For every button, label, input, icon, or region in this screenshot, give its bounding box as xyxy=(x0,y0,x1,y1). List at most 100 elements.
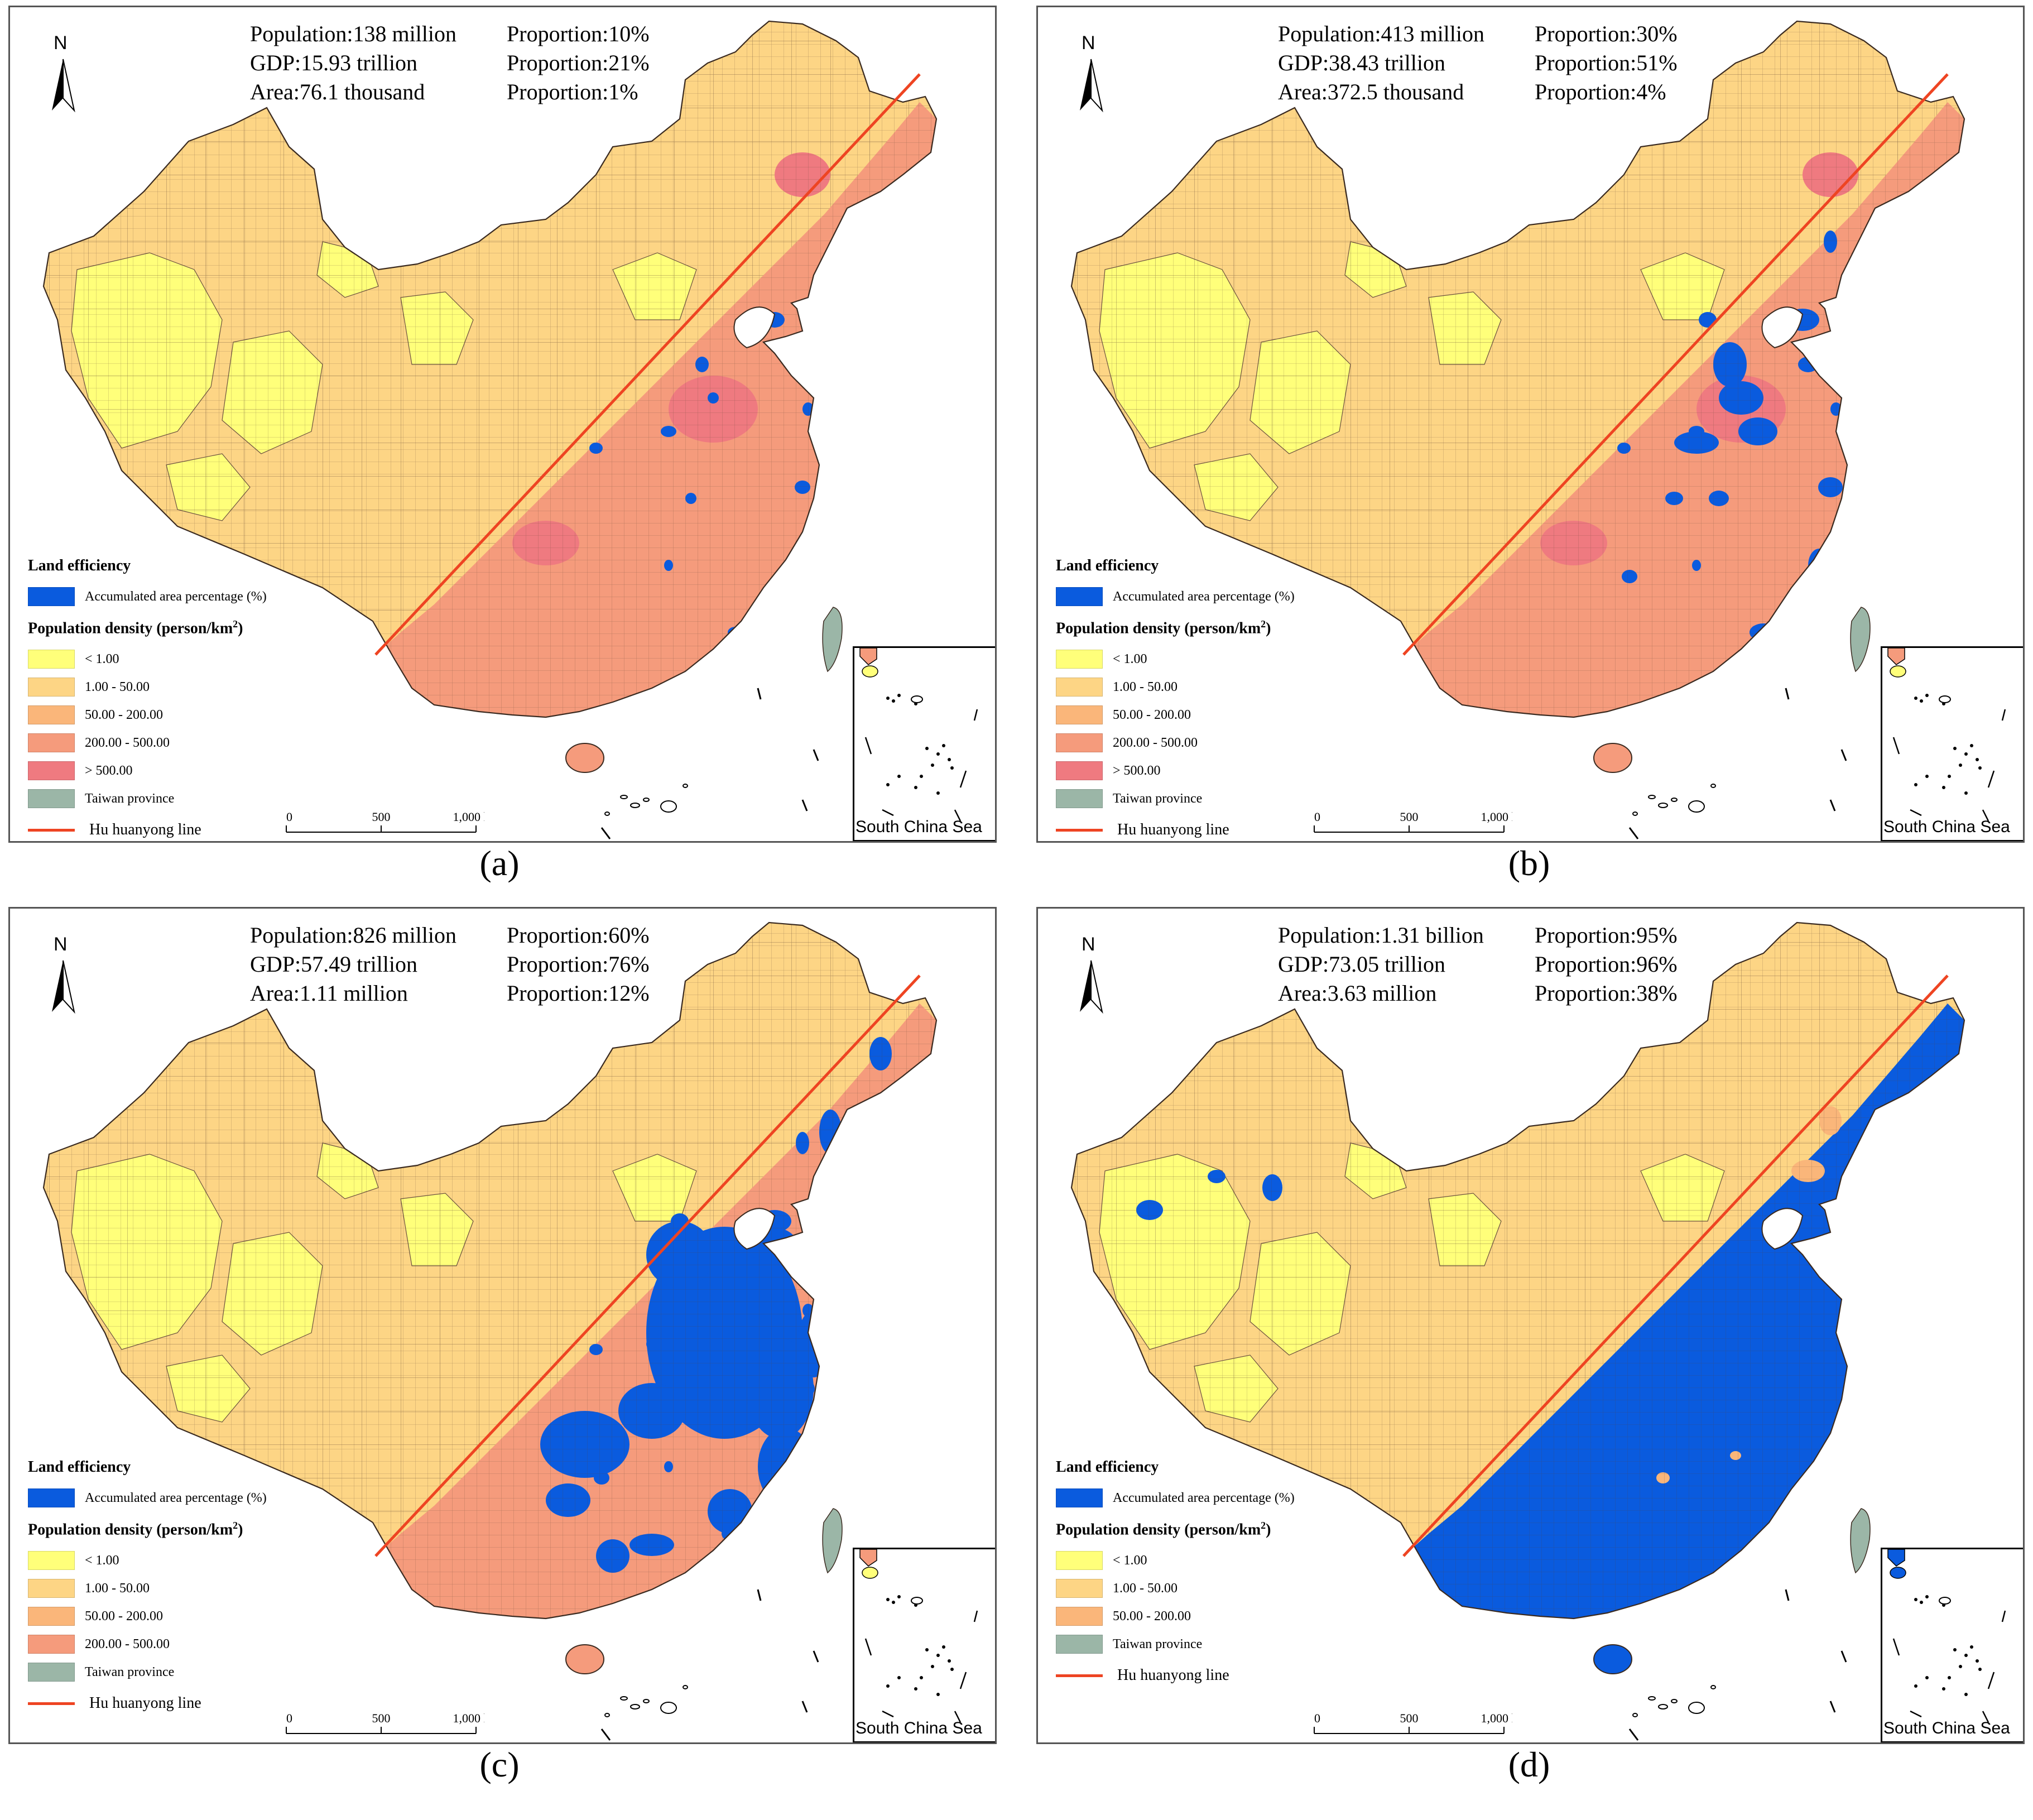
legend-swatch xyxy=(1056,1551,1103,1571)
legend: Land efficiency Accumulated area percenta… xyxy=(1056,1458,1391,1688)
island xyxy=(643,798,650,802)
north-label: N xyxy=(54,32,68,54)
country-outline xyxy=(1070,20,1965,718)
legend-line-swatch xyxy=(1056,1674,1103,1677)
island xyxy=(1658,1704,1668,1709)
south-china-sea-inset: South China Sea xyxy=(1881,646,2023,841)
hu-huanyong-line xyxy=(374,73,921,656)
stat-row: Population:138 million Proportion:10% xyxy=(250,20,752,49)
island xyxy=(683,1685,688,1689)
legend-label: 200.00 - 500.00 xyxy=(85,1636,170,1651)
inset-label: South China Sea xyxy=(856,818,982,836)
statistics-block: Population:826 million Proportion:60% GDP:… xyxy=(250,921,752,1008)
efficiency-patch xyxy=(695,357,709,372)
legend-swatch xyxy=(28,1607,75,1626)
map-panel: Population:1.31 billion Proportion:95% GDP… xyxy=(1036,907,2025,1744)
legend-swatch xyxy=(28,1551,75,1571)
hainan-island xyxy=(1593,1644,1632,1674)
legend-item-c200_500: 200.00 - 500.00 xyxy=(28,729,363,757)
legend-population-density-title: Population density (person/km2) xyxy=(28,1520,363,1539)
legend-label: < 1.00 xyxy=(85,1553,119,1568)
legend-label: Accumulated area percentage (%) xyxy=(85,589,267,604)
legend-label: < 1.00 xyxy=(1113,1553,1147,1568)
stat-row: Population:1.31 billion Proportion:95% xyxy=(1278,921,1780,950)
legend-item-hu-line: Hu huanyong line xyxy=(1056,1663,1391,1688)
efficiency-patch xyxy=(786,1460,797,1473)
legend-item-accumulated: Accumulated area percentage (%) xyxy=(1056,583,1391,611)
efficiency-patch xyxy=(664,1461,673,1472)
legend: Land efficiency Accumulated area percenta… xyxy=(28,1458,363,1716)
legend-item-hu-line: Hu huanyong line xyxy=(1056,817,1391,841)
stat-row: Area:1.11 million Proportion:12% xyxy=(250,979,752,1008)
panel-caption: (c) xyxy=(479,1745,520,1784)
hu-huanyong-line xyxy=(1402,73,1949,656)
legend-title-close: ) xyxy=(1266,1521,1271,1539)
efficiency-patch xyxy=(1780,1563,1791,1572)
legend-title-sup: 2 xyxy=(1261,1520,1266,1531)
legend-item-lt1: < 1.00 xyxy=(1056,1547,1391,1574)
legend-population-density-title: Population density (person/km2) xyxy=(28,618,363,637)
legend-label: > 500.00 xyxy=(1113,763,1161,778)
bohai-sea xyxy=(733,306,776,349)
stat-gdp: GDP:15.93 trillion xyxy=(250,50,418,75)
scale-label-zero: 0 xyxy=(1314,1711,1320,1725)
inset-label: South China Sea xyxy=(1883,1719,2010,1737)
boundary-dash xyxy=(1785,1589,1790,1601)
scale-label-zero: 0 xyxy=(286,1711,292,1725)
legend-swatch xyxy=(1056,705,1103,725)
scale-bar-graphic: 0 500 1,000 km xyxy=(286,810,499,833)
boundary-dash xyxy=(813,749,819,761)
legend-label: 1.00 - 50.00 xyxy=(1113,1581,1177,1596)
efficiency-patch xyxy=(758,1428,814,1506)
boundary-dash xyxy=(1840,749,1847,761)
legend-population-density-title: Population density (person/km2) xyxy=(1056,1520,1391,1539)
legend-land-efficiency-title: Land efficiency xyxy=(1056,557,1159,574)
legend-swatch xyxy=(28,1488,75,1507)
stat-gdp_prop: Proportion:21% xyxy=(507,50,650,75)
efficiency-patch xyxy=(1814,559,1825,572)
efficiency-patch xyxy=(1719,381,1763,415)
stat-area_prop: Proportion:12% xyxy=(507,981,650,1006)
stat-row: Population:826 million Proportion:60% xyxy=(250,921,752,950)
panel-caption: (b) xyxy=(1508,843,1550,883)
panel-caption: (a) xyxy=(479,843,520,883)
scale-bar-graphic: 0 500 1,000 km xyxy=(286,1711,499,1734)
stat-area_prop: Proportion:1% xyxy=(507,79,638,104)
efficiency-patch xyxy=(779,1511,792,1523)
bohai-sea xyxy=(733,1208,776,1250)
north-arrow-icon xyxy=(1080,960,1103,1014)
inset-map xyxy=(1887,647,2006,822)
efficiency-patch xyxy=(1136,1200,1163,1220)
high-density-patch xyxy=(1803,152,1858,197)
scale-label-end: 1,000 km xyxy=(1481,1711,1512,1725)
legend-label: 1.00 - 50.00 xyxy=(85,1581,150,1596)
efficiency-patch xyxy=(708,392,719,404)
efficiency-patch xyxy=(797,1310,830,1377)
stat-gdp_prop: Proportion:76% xyxy=(507,952,650,977)
scale-label-mid: 500 xyxy=(1400,810,1419,824)
efficiency-patch xyxy=(708,1489,752,1534)
boundary-dash xyxy=(801,799,808,811)
stat-row: Area:3.63 million Proportion:38% xyxy=(1278,979,1780,1008)
legend-item-gt500: > 500.00 xyxy=(1056,757,1391,785)
legend-label: Taiwan province xyxy=(1113,791,1203,806)
country-outline xyxy=(42,921,938,1620)
legend-line-swatch xyxy=(1056,828,1103,832)
island xyxy=(1671,798,1678,802)
efficiency-patch xyxy=(775,1520,819,1548)
legend-label: Hu huanyong line xyxy=(1117,1667,1229,1684)
legend-label: 50.00 - 200.00 xyxy=(85,707,163,722)
island xyxy=(604,811,610,816)
legend-label: Taiwan province xyxy=(1113,1636,1203,1651)
stat-population: Population:826 million xyxy=(250,923,457,948)
scale-label-end: 1,000 km xyxy=(453,810,484,824)
stat-row: GDP:15.93 trillion Proportion:21% xyxy=(250,49,752,78)
scale-bar-graphic: 0 500 1,000 km xyxy=(1314,1711,1527,1734)
hainan-island xyxy=(565,1644,604,1674)
taiwan-province xyxy=(1850,1508,1871,1574)
south-china-sea-inset: South China Sea xyxy=(853,646,995,841)
legend-title-sup: 2 xyxy=(233,1520,238,1531)
legend-item-c1_50: 1.00 - 50.00 xyxy=(1056,673,1391,701)
island xyxy=(620,1696,628,1701)
efficiency-patch xyxy=(1868,243,1882,263)
